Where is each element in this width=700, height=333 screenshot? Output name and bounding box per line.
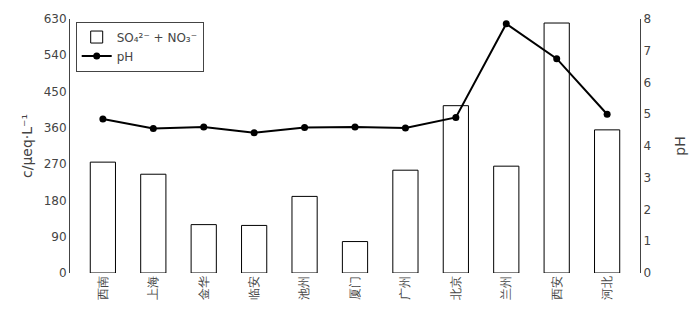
svg-text:2: 2 [643,203,651,217]
svg-text:上海: 上海 [146,276,160,300]
svg-text:西南: 西南 [96,276,110,300]
svg-text:北京: 北京 [449,276,463,300]
svg-text:270: 270 [44,157,67,171]
svg-text:630: 630 [44,12,67,26]
svg-text:c/μeq·L⁻¹: c/μeq·L⁻¹ [19,114,35,178]
svg-text:90: 90 [51,230,66,244]
svg-text:河北: 河北 [600,276,614,300]
svg-text:SO₄²⁻ + NO₃⁻: SO₄²⁻ + NO₃⁻ [117,31,197,45]
svg-text:3: 3 [643,171,651,185]
svg-text:7: 7 [643,44,651,58]
svg-text:180: 180 [44,194,67,208]
svg-text:1: 1 [643,234,651,248]
svg-text:8: 8 [643,12,651,26]
svg-text:西安: 西安 [550,276,564,300]
svg-text:6: 6 [643,76,651,90]
svg-text:pH: pH [672,136,688,155]
svg-text:0: 0 [59,266,67,280]
svg-text:pH: pH [117,50,134,64]
svg-text:4: 4 [643,139,651,153]
svg-text:0: 0 [643,266,651,280]
svg-text:金华: 金华 [197,276,211,300]
svg-text:5: 5 [643,107,651,121]
svg-text:360: 360 [44,121,67,135]
svg-text:池州: 池州 [297,276,311,300]
svg-text:厦门: 厦门 [348,276,362,300]
svg-text:广州: 广州 [398,276,412,300]
svg-text:兰州: 兰州 [499,276,513,300]
svg-text:临安: 临安 [247,276,261,300]
svg-text:540: 540 [44,48,67,62]
svg-text:450: 450 [44,85,67,99]
